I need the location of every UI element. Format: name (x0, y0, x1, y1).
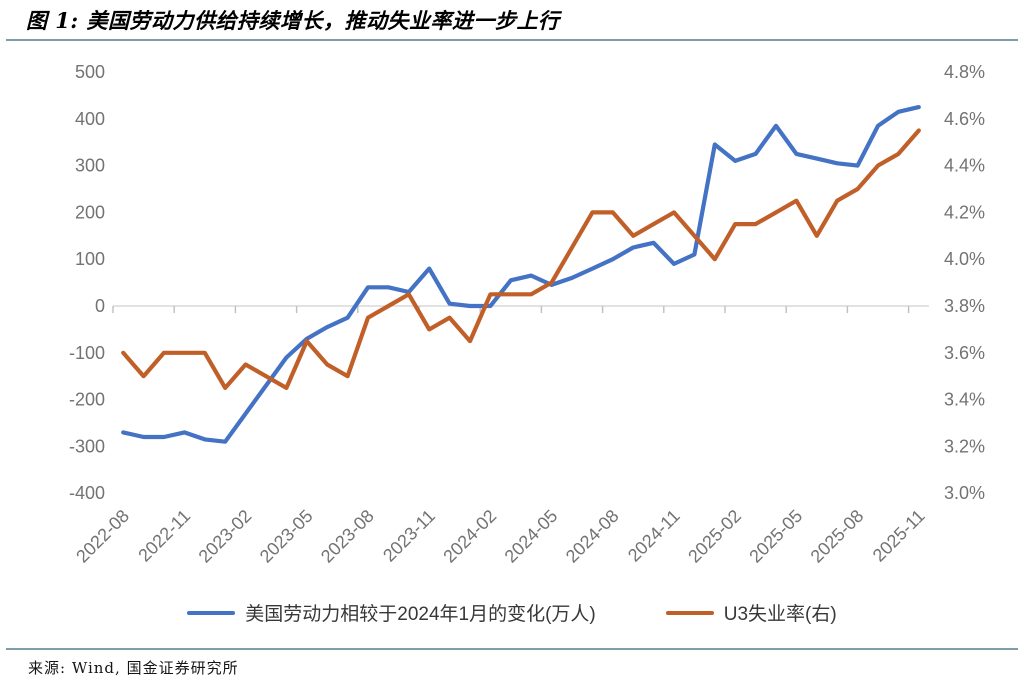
x-axis-label: 2025-11 (869, 506, 929, 566)
x-axis-label: 2024-02 (439, 506, 500, 567)
y-axis-right-labels: 4.8% 4.6% 4.4% 4.2% 4.0% 3.8% 3.6% 3.4% 3.2% 3.0% (944, 62, 985, 503)
labor-force-line (121, 104, 921, 444)
right-axis-tick-label: 4.0% (944, 249, 985, 269)
legend-label-u3-rate: U3失业率(右) (723, 604, 837, 625)
footer-divider-rule (6, 648, 1018, 650)
title-divider-rule (6, 39, 1018, 41)
right-axis-tick-label: 3.4% (944, 390, 985, 410)
chart-legend: 美国劳动力相较于2024年1月的变化(万人) U3失业率(右) (0, 599, 1024, 626)
left-axis-tick-label: 0 (95, 296, 105, 316)
x-axis-label: 2023-08 (317, 506, 378, 567)
x-axis-label: 2024-08 (562, 506, 623, 567)
left-axis-tick-label: 200 (75, 202, 105, 222)
right-axis-tick-label: 4.4% (944, 156, 985, 176)
x-axis-labels: 2022-08 2022-11 2023-02 2023-05 2023-08 2023-… (72, 506, 928, 567)
page-title: 图 1: 美国劳动力供给持续增长，推动失业率进一步上行 (26, 8, 560, 33)
y-axis-left-labels: 500 400 300 200 100 0 -100 -200 -300 -400 (69, 62, 105, 503)
right-axis-tick-label: 3.6% (944, 343, 985, 363)
right-axis-tick-label: 4.2% (944, 202, 985, 222)
dual-axis-line-chart: 500 400 300 200 100 0 -100 -200 -300 -400 4.8% 4.6%… (69, 62, 985, 567)
u3-rate-line (121, 128, 921, 390)
left-axis-tick-label: -200 (69, 390, 105, 410)
legend-item-u3-rate: U3失业率(右) (665, 599, 837, 626)
labor-force-line-swatch (187, 610, 236, 615)
u3-rate-line-swatch (665, 610, 714, 615)
left-axis-tick-label: 500 (75, 62, 105, 82)
x-axis-label: 2023-11 (379, 506, 439, 566)
left-axis-tick-label: -300 (69, 436, 105, 456)
left-axis-tick-label: 400 (75, 109, 105, 129)
source-note: 来源: Wind, 国金证券研究所 (28, 659, 239, 677)
right-axis-tick-label: 3.0% (944, 483, 985, 503)
x-axis-label: 2025-02 (684, 506, 745, 567)
right-axis-tick-label: 4.8% (944, 62, 985, 82)
left-axis-tick-label: 300 (75, 156, 105, 176)
right-axis-tick-label: 3.2% (944, 436, 985, 456)
x-axis-label: 2022-08 (72, 506, 133, 567)
x-axis-label: 2024-11 (624, 506, 684, 566)
x-axis-label: 2023-02 (195, 506, 256, 567)
right-axis-tick-label: 4.6% (944, 109, 985, 129)
x-axis-label: 2023-05 (256, 506, 317, 567)
legend-label-labor-force: 美国劳动力相较于2024年1月的变化(万人) (245, 604, 596, 625)
x-axis-label: 2025-05 (745, 506, 806, 567)
legend-item-labor-force: 美国劳动力相较于2024年1月的变化(万人) (187, 599, 596, 626)
x-axis-ticks (112, 306, 910, 313)
left-axis-tick-label: 100 (75, 249, 105, 269)
x-axis-label: 2025-08 (807, 506, 868, 567)
x-axis-label: 2024-05 (501, 506, 562, 567)
right-axis-tick-label: 3.8% (944, 296, 985, 316)
x-axis-label: 2022-11 (134, 506, 194, 566)
left-axis-tick-label: -100 (69, 343, 105, 363)
left-axis-tick-label: -400 (69, 483, 105, 503)
